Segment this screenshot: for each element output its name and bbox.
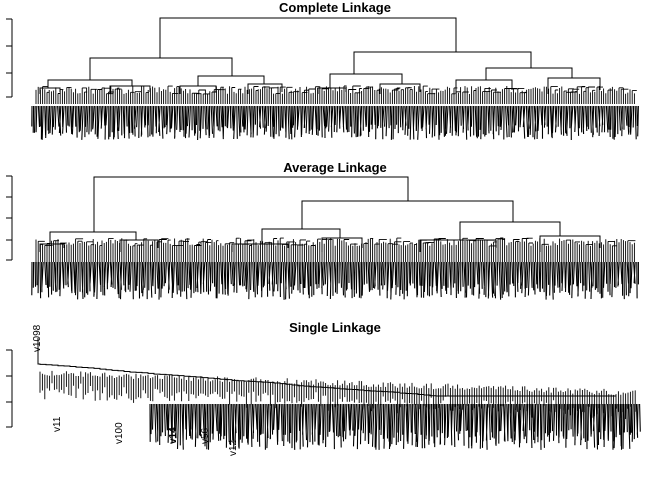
leaf-label: v11 bbox=[52, 416, 63, 432]
average-linkage-leaf-labels bbox=[31, 261, 639, 300]
single-linkage-leaf-labels: v1098 v11 v100 v14 v56 v12 bbox=[32, 324, 641, 456]
leaf-label: v56 bbox=[200, 427, 211, 444]
leaf-label: v14 bbox=[168, 427, 179, 444]
complete-linkage-leaf-labels bbox=[31, 105, 639, 141]
single-linkage-y-axis bbox=[6, 349, 13, 428]
complete-linkage-panel: Complete Linkage bbox=[6, 0, 639, 141]
leaf-label: v12 bbox=[228, 439, 239, 456]
complete-linkage-leaf-branches bbox=[35, 85, 637, 104]
average-linkage-title: Average Linkage bbox=[283, 160, 387, 175]
leaf-label: v100 bbox=[114, 422, 125, 444]
average-linkage-leaf-branches bbox=[35, 237, 636, 262]
complete-linkage-y-axis bbox=[6, 18, 13, 98]
average-linkage-panel: Average Linkage bbox=[6, 160, 639, 300]
complete-linkage-title: Complete Linkage bbox=[279, 0, 391, 15]
single-linkage-panel: Single Linkage v1098 v11 v100 v14 v56 v12 bbox=[6, 320, 641, 456]
average-linkage-y-axis bbox=[6, 175, 13, 261]
single-linkage-tree bbox=[37, 338, 636, 419]
single-linkage-title: Single Linkage bbox=[289, 320, 381, 335]
complete-linkage-tree bbox=[39, 17, 601, 94]
leaf-label: v1098 bbox=[32, 324, 43, 352]
